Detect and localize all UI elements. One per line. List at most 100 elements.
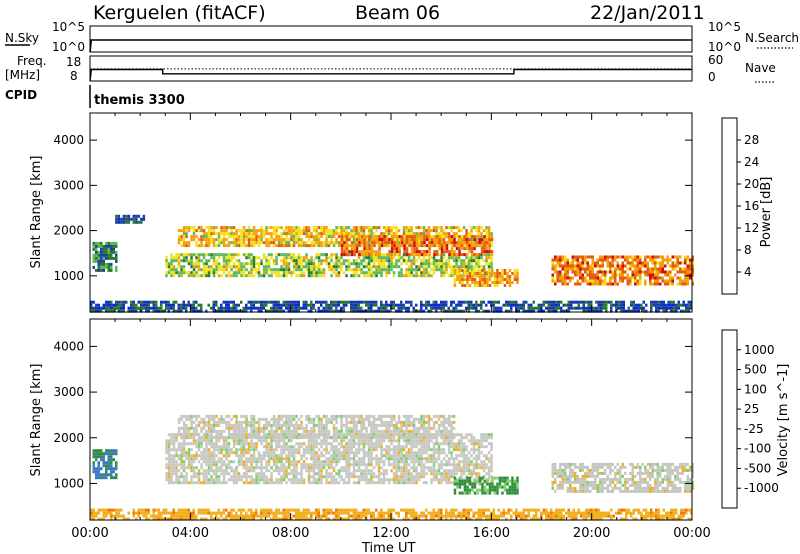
heatmap-cell xyxy=(200,226,203,230)
heatmap-cell xyxy=(282,469,286,473)
heatmap-cell xyxy=(437,469,441,473)
heatmap-cell xyxy=(387,457,391,461)
heatmap-cell xyxy=(330,265,333,269)
heatmap-cell xyxy=(330,241,333,245)
heatmap-cell xyxy=(235,472,238,476)
heatmap-cell xyxy=(362,454,366,458)
heatmap-cell xyxy=(97,253,100,257)
heatmap-cell xyxy=(392,454,396,458)
heatmap-cell xyxy=(420,309,423,313)
heatmap-cell xyxy=(350,472,353,476)
heatmap-cell xyxy=(242,448,246,452)
heatmap-cell xyxy=(353,250,356,254)
heatmap-cell xyxy=(360,259,363,263)
heatmap-cell xyxy=(217,460,221,464)
heatmap-cell xyxy=(125,220,128,224)
heatmap-cell xyxy=(412,454,416,458)
heatmap-cell xyxy=(215,226,218,230)
heatmap-cell xyxy=(222,454,226,458)
heatmap-cell xyxy=(675,309,678,313)
heatmap-cell xyxy=(430,481,433,485)
heatmap-cell xyxy=(235,454,238,458)
heatmap-cell xyxy=(597,306,600,310)
heatmap-cell xyxy=(270,309,273,313)
heatmap-cell xyxy=(200,229,203,233)
heatmap-cell xyxy=(508,281,512,284)
heatmap-cell xyxy=(202,451,206,455)
heatmap-cell xyxy=(102,473,105,477)
heatmap-cell xyxy=(407,475,411,479)
heatmap-cell xyxy=(322,463,326,467)
heatmap-cell xyxy=(307,259,311,263)
heatmap-cell xyxy=(482,259,486,263)
heatmap-cell xyxy=(649,279,652,283)
heatmap-cell xyxy=(105,473,108,477)
heatmap-cell xyxy=(440,472,443,476)
heatmap-cell xyxy=(355,241,358,245)
heatmap-cell xyxy=(250,439,253,443)
heatmap-cell xyxy=(195,241,198,245)
heatmap-cell xyxy=(132,306,135,310)
cpid-label: CPID xyxy=(5,88,37,102)
heatmap-cell xyxy=(307,481,311,485)
heatmap-cell xyxy=(295,442,298,446)
heatmap-cell xyxy=(400,457,403,461)
heatmap-cell xyxy=(445,259,448,263)
heatmap-cell xyxy=(265,451,268,455)
heatmap-cell xyxy=(551,279,554,283)
heatmap-cell xyxy=(212,460,216,464)
heatmap-cell xyxy=(410,303,413,307)
heatmap-cell xyxy=(280,265,283,269)
heatmap-cell xyxy=(225,262,228,266)
heatmap-cell xyxy=(547,303,550,307)
heatmap-cell xyxy=(280,481,283,485)
heatmap-cell xyxy=(102,452,105,456)
heatmap-cell xyxy=(621,270,624,274)
heatmap-cell xyxy=(290,244,293,248)
heatmap-cell xyxy=(392,472,396,476)
heatmap-cell xyxy=(457,433,461,437)
heatmap-cell xyxy=(352,309,355,313)
heatmap-cell xyxy=(680,309,683,313)
heatmap-cell xyxy=(327,268,331,272)
heatmap-cell xyxy=(478,275,482,278)
heatmap-cell xyxy=(470,306,473,310)
heatmap-cell xyxy=(420,445,423,449)
heatmap-cell xyxy=(646,270,649,274)
heatmap-cell xyxy=(362,274,366,278)
heatmap-cell xyxy=(482,466,486,470)
heatmap-cell xyxy=(345,466,348,470)
heatmap-cell xyxy=(225,466,228,470)
heatmap-cell xyxy=(387,241,391,245)
heatmap-cell xyxy=(110,256,113,260)
heatmap-cell xyxy=(195,256,198,260)
heatmap-cell xyxy=(405,475,408,479)
heatmap-cell xyxy=(377,306,380,310)
heatmap-cell xyxy=(105,470,108,474)
heatmap-cell xyxy=(347,451,351,455)
heatmap-cell xyxy=(180,235,183,239)
heatmap-cell xyxy=(659,276,662,280)
heatmap-cell xyxy=(285,274,288,278)
heatmap-cell xyxy=(482,469,486,473)
heatmap-cell xyxy=(562,309,565,313)
heatmap-cell xyxy=(407,451,411,455)
heatmap-cell xyxy=(345,235,349,239)
heatmap-cell xyxy=(664,279,667,283)
heatmap-cell xyxy=(272,303,275,307)
heatmap-cell xyxy=(275,229,278,233)
heatmap-cell xyxy=(370,309,373,313)
heatmap-cell xyxy=(142,214,146,218)
heatmap-cell xyxy=(295,226,298,230)
heatmap-cell xyxy=(532,300,535,304)
heatmap-cell xyxy=(317,306,320,310)
heatmap-cell xyxy=(245,466,248,470)
heatmap-cell xyxy=(445,460,448,464)
heatmap-cell xyxy=(220,274,223,278)
heatmap-cell xyxy=(656,273,659,277)
heatmap-cell xyxy=(330,232,333,236)
heatmap-cell xyxy=(387,226,391,230)
heatmap-cell xyxy=(415,439,418,443)
heatmap-cell xyxy=(212,226,216,230)
